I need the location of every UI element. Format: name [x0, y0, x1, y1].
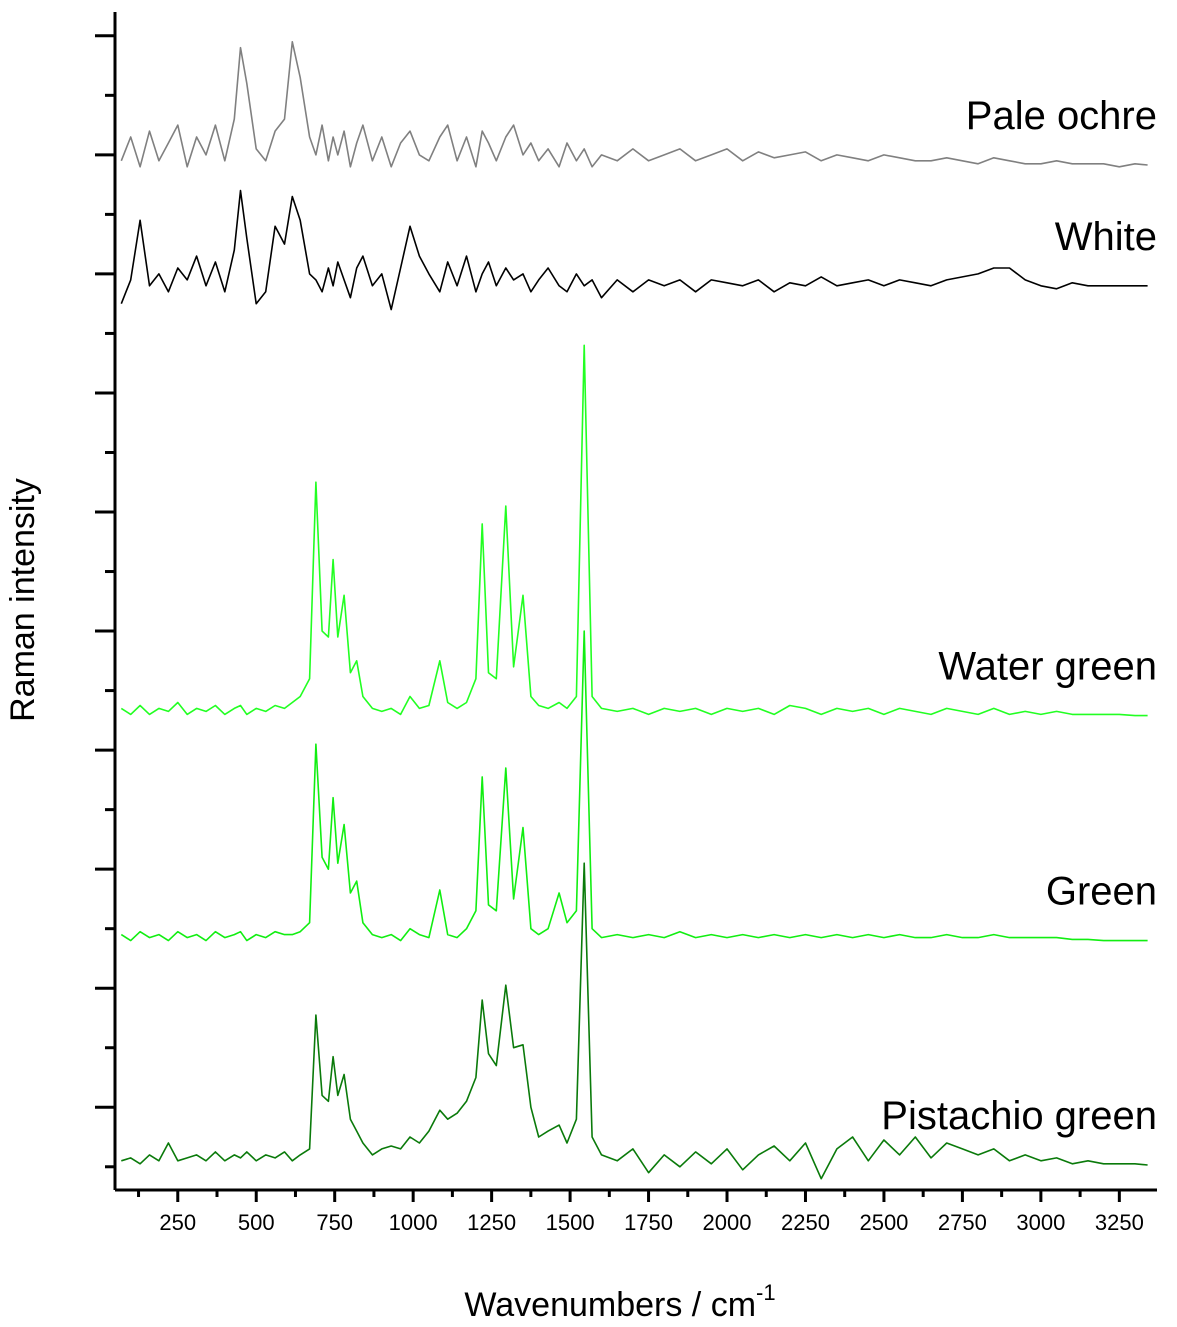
- x-axis-label: Wavenumbers / cm-1: [464, 1280, 775, 1324]
- x-tick-label: 3000: [1016, 1210, 1065, 1235]
- x-tick-label: 1500: [546, 1210, 595, 1235]
- spectrum-line: [120, 344, 1148, 717]
- series-label: Green: [1046, 870, 1157, 914]
- x-tick-label: 250: [159, 1210, 196, 1235]
- y-axis-label: Raman intensity: [4, 478, 42, 722]
- x-tick-label: 3250: [1095, 1210, 1144, 1235]
- series-label: Pale ochre: [966, 94, 1157, 138]
- x-tick-label: 500: [238, 1210, 275, 1235]
- x-axis-label-superscript: -1: [756, 1280, 776, 1305]
- x-tick-label: 1750: [624, 1210, 673, 1235]
- x-tick-label: 2000: [703, 1210, 752, 1235]
- x-tick-label: 750: [316, 1210, 353, 1235]
- spectrum-line: [121, 862, 1148, 1180]
- x-axis-label-main: Wavenumbers / cm: [464, 1286, 756, 1324]
- spectrum-line: [120, 630, 1148, 942]
- spectrum-line: [120, 189, 1148, 311]
- x-tick-label: 1250: [467, 1210, 516, 1235]
- x-tick-label: 2750: [938, 1210, 987, 1235]
- series-label: Pistachio green: [881, 1094, 1157, 1138]
- x-tick-label: 1000: [389, 1210, 438, 1235]
- x-tick-label: 2500: [859, 1210, 908, 1235]
- x-tick-label: 2250: [781, 1210, 830, 1235]
- series-label: Water green: [938, 645, 1157, 689]
- spectrum-line: [120, 41, 1148, 168]
- series-label: White: [1055, 215, 1157, 259]
